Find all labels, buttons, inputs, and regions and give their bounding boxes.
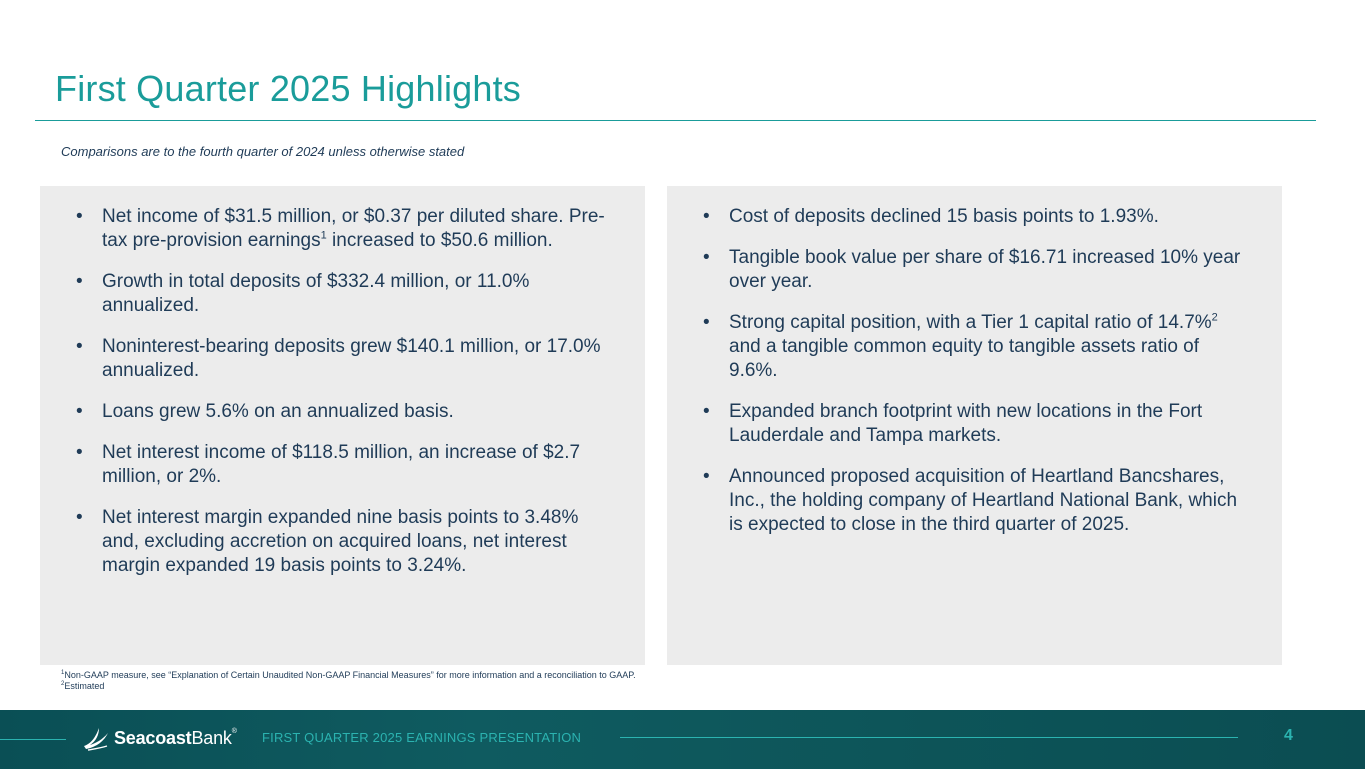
bullet-text: Announced proposed acquisition of Heartl… — [729, 466, 1238, 535]
list-item: • Growth in total deposits of $332.4 mill… — [76, 270, 606, 318]
bullet-text-continued: and a tangible common equity to tangible… — [729, 336, 1200, 381]
page-subtitle: Comparisons are to the fourth quarter of… — [61, 144, 465, 159]
footnote-1: 1Non-GAAP measure, see “Explanation of C… — [61, 670, 636, 681]
right-highlights-panel: • Cost of deposits declined 15 basis poin… — [667, 186, 1282, 665]
bullet-text: Net interest margin expanded nine basis … — [102, 507, 579, 576]
list-item: • Noninterest-bearing deposits grew $140.… — [76, 335, 606, 383]
bullet-text: Expanded branch footprint with new locat… — [729, 401, 1203, 446]
list-item: • Strong capital position, with a Tier 1 … — [703, 311, 1243, 383]
bullet-glyph: • — [703, 247, 710, 268]
bullet-text: Growth in total deposits of $332.4 milli… — [102, 271, 530, 316]
bullet-glyph: • — [703, 312, 710, 333]
list-item: • Announced proposed acquisition of Heart… — [703, 465, 1243, 537]
left-highlights-panel: • Net income of $31.5 million, or $0.37 p… — [40, 186, 645, 665]
list-item: • Net income of $31.5 million, or $0.37 p… — [76, 205, 606, 253]
footer-bar: SeacoastBank® FIRST QUARTER 2025 EARNING… — [0, 710, 1365, 769]
bullet-glyph: • — [76, 442, 83, 463]
left-bullet-list: • Net income of $31.5 million, or $0.37 p… — [76, 205, 606, 595]
footnote-marker: 1 — [320, 229, 327, 242]
list-item: • Tangible book value per share of $16.71… — [703, 246, 1243, 294]
bullet-text-continued: increased to $50.6 million. — [326, 230, 553, 251]
bullet-text: Tangible book value per share of $16.71 … — [729, 247, 1241, 292]
page-title: First Quarter 2025 Highlights — [55, 68, 521, 109]
bullet-glyph: • — [76, 401, 83, 422]
list-item: • Loans grew 5.6% on an annualized basis. — [76, 400, 606, 424]
page-number: 4 — [1284, 727, 1293, 744]
bullet-text: Net interest income of $118.5 million, a… — [102, 442, 581, 487]
bullet-text: Loans grew 5.6% on an annualized basis. — [102, 401, 454, 422]
presentation-label: FIRST QUARTER 2025 EARNINGS PRESENTATION — [262, 730, 582, 745]
bullet-text: Strong capital position, with a Tier 1 c… — [729, 312, 1212, 333]
title-divider — [35, 120, 1316, 121]
footer-divider-right — [620, 737, 1238, 738]
bullet-glyph: • — [76, 206, 83, 227]
seagull-icon — [84, 728, 108, 751]
footnote-marker: 2 — [61, 681, 65, 687]
logo-wordmark-part1: Seacoast — [114, 727, 192, 748]
footnote-marker: 1 — [61, 670, 65, 676]
footnote-text: Non-GAAP measure, see “Explanation of Ce… — [64, 670, 636, 680]
bullet-glyph: • — [703, 401, 710, 422]
list-item: • Cost of deposits declined 15 basis poin… — [703, 205, 1243, 229]
bullet-glyph: • — [76, 271, 83, 292]
registered-mark: ® — [231, 727, 237, 735]
footnote-text: Estimated — [64, 681, 105, 691]
bullet-text: Cost of deposits declined 15 basis point… — [729, 206, 1159, 227]
bullet-text: Noninterest-bearing deposits grew $140.1… — [102, 336, 601, 381]
logo-wordmark-part2: Bank — [191, 727, 232, 748]
footer-divider-left — [0, 739, 66, 740]
logo-wordmark: SeacoastBank® — [114, 728, 237, 749]
footnote-2: 2Estimated — [61, 681, 636, 692]
seacoast-bank-logo: SeacoastBank® — [82, 723, 237, 753]
list-item: • Net interest income of $118.5 million, … — [76, 441, 606, 489]
bullet-glyph: • — [703, 466, 710, 487]
list-item: • Net interest margin expanded nine basis… — [76, 506, 606, 578]
right-bullet-list: • Cost of deposits declined 15 basis poin… — [703, 205, 1243, 554]
footnotes: 1Non-GAAP measure, see “Explanation of C… — [61, 670, 636, 692]
bullet-glyph: • — [76, 336, 83, 357]
footnote-marker: 2 — [1211, 311, 1218, 324]
bullet-text: Net income of $31.5 million, or $0.37 pe… — [102, 206, 605, 251]
bullet-glyph: • — [76, 507, 83, 528]
list-item: • Expanded branch footprint with new loca… — [703, 400, 1243, 448]
bullet-glyph: • — [703, 206, 710, 227]
